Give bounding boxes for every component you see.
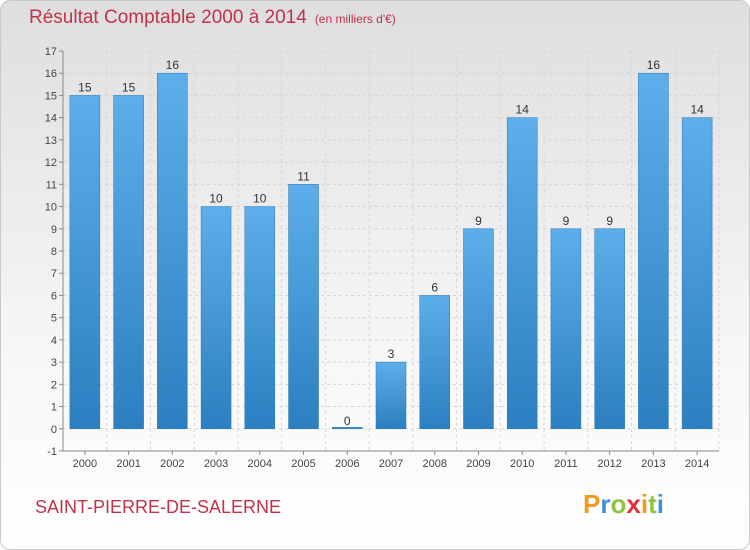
bar-2007 [375, 361, 407, 430]
data-label-2003: 10 [209, 192, 223, 206]
data-label-2000: 15 [78, 80, 92, 94]
bar-2010 [506, 117, 538, 430]
bar-2005 [288, 184, 319, 430]
data-label-2004: 10 [253, 192, 267, 206]
bar-2003 [200, 206, 232, 430]
data-label-2002: 16 [166, 58, 180, 72]
bar-2006 [332, 427, 363, 430]
y-tick-label: 7 [51, 268, 57, 280]
chart-title: Résultat Comptable 2000 à 2014 (en millie… [29, 7, 396, 29]
commune-name: SAINT-PIERRE-DE-SALERNE [35, 497, 282, 517]
x-tick-label: 2002 [160, 458, 184, 470]
y-tick-label: 13 [45, 135, 57, 147]
x-tick-label: 2001 [116, 458, 140, 470]
data-label-2013: 16 [647, 58, 661, 72]
data-label-2011: 9 [563, 214, 570, 228]
data-label-2007: 3 [388, 347, 395, 361]
x-tick-label: 2003 [204, 458, 228, 470]
data-label-2009: 9 [475, 214, 482, 228]
y-tick-label: 10 [45, 202, 57, 214]
y-tick-label: 12 [45, 157, 57, 169]
x-tick-label: 2009 [466, 458, 490, 470]
x-tick-label: 2006 [335, 458, 359, 470]
y-tick-label: 2 [51, 379, 57, 391]
bar-2009 [463, 228, 494, 430]
y-tick-label: 17 [45, 46, 57, 58]
y-tick-label: 5 [51, 313, 57, 325]
proxiti-logo: Proxiti [583, 489, 664, 519]
bar-2001 [113, 95, 144, 430]
y-tick-label: 6 [51, 290, 57, 302]
data-label-2014: 14 [690, 103, 704, 117]
bar-2004 [244, 206, 276, 430]
bar-2014 [681, 117, 713, 430]
x-tick-label: 2013 [641, 458, 665, 470]
data-labels: 15 15 16 10 10 11 0 3 6 9 14 9 9 16 14 [78, 58, 704, 428]
x-tick-label: 2012 [597, 458, 621, 470]
data-label-2005: 11 [297, 169, 310, 183]
x-tick-label: 2007 [379, 458, 403, 470]
x-tick-label: 2014 [685, 458, 709, 470]
chart-subtitle: (en milliers d'€) [314, 12, 396, 26]
x-tick-label: 2011 [554, 458, 578, 470]
y-tick-label: 11 [46, 179, 57, 191]
y-tick-label: 3 [51, 357, 57, 369]
x-tick-label: 2005 [291, 458, 315, 470]
data-label-2008: 6 [431, 280, 438, 294]
data-label-2006: 0 [344, 414, 351, 428]
x-tick-label: 2000 [73, 458, 97, 470]
y-tick-label: 16 [45, 68, 57, 80]
x-tick-label: 2008 [422, 458, 446, 470]
y-tick-label: 4 [51, 335, 57, 347]
bar-2012 [594, 228, 625, 430]
x-tick-label: 2004 [248, 458, 272, 470]
y-tick-label: 9 [51, 224, 57, 236]
bar-2013 [638, 72, 669, 430]
bar-2011 [550, 228, 582, 430]
bar-2002 [157, 72, 188, 430]
y-tick-label: 15 [45, 90, 57, 102]
y-tick-label: 14 [45, 113, 57, 125]
data-label-2012: 9 [606, 214, 613, 228]
y-tick-label: 1 [51, 402, 57, 414]
bar-2008 [419, 295, 450, 430]
title-text: Résultat Comptable 2000 à 2014 [29, 7, 307, 28]
bar-2000 [69, 95, 101, 430]
y-tick-label: 8 [51, 246, 57, 258]
x-tick-label: 2010 [510, 458, 534, 470]
y-tick-label: 0 [51, 424, 57, 436]
bars [69, 72, 713, 430]
data-label-2010: 14 [516, 103, 530, 117]
y-tick-label: -1 [47, 446, 57, 458]
data-label-2001: 15 [122, 80, 136, 94]
